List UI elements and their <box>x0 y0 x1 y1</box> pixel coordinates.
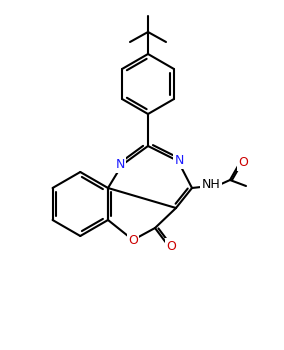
Text: O: O <box>128 233 138 246</box>
Text: NH: NH <box>202 178 220 191</box>
Text: O: O <box>166 239 176 252</box>
Text: N: N <box>174 154 184 168</box>
Text: O: O <box>238 156 248 169</box>
Text: N: N <box>115 159 125 172</box>
